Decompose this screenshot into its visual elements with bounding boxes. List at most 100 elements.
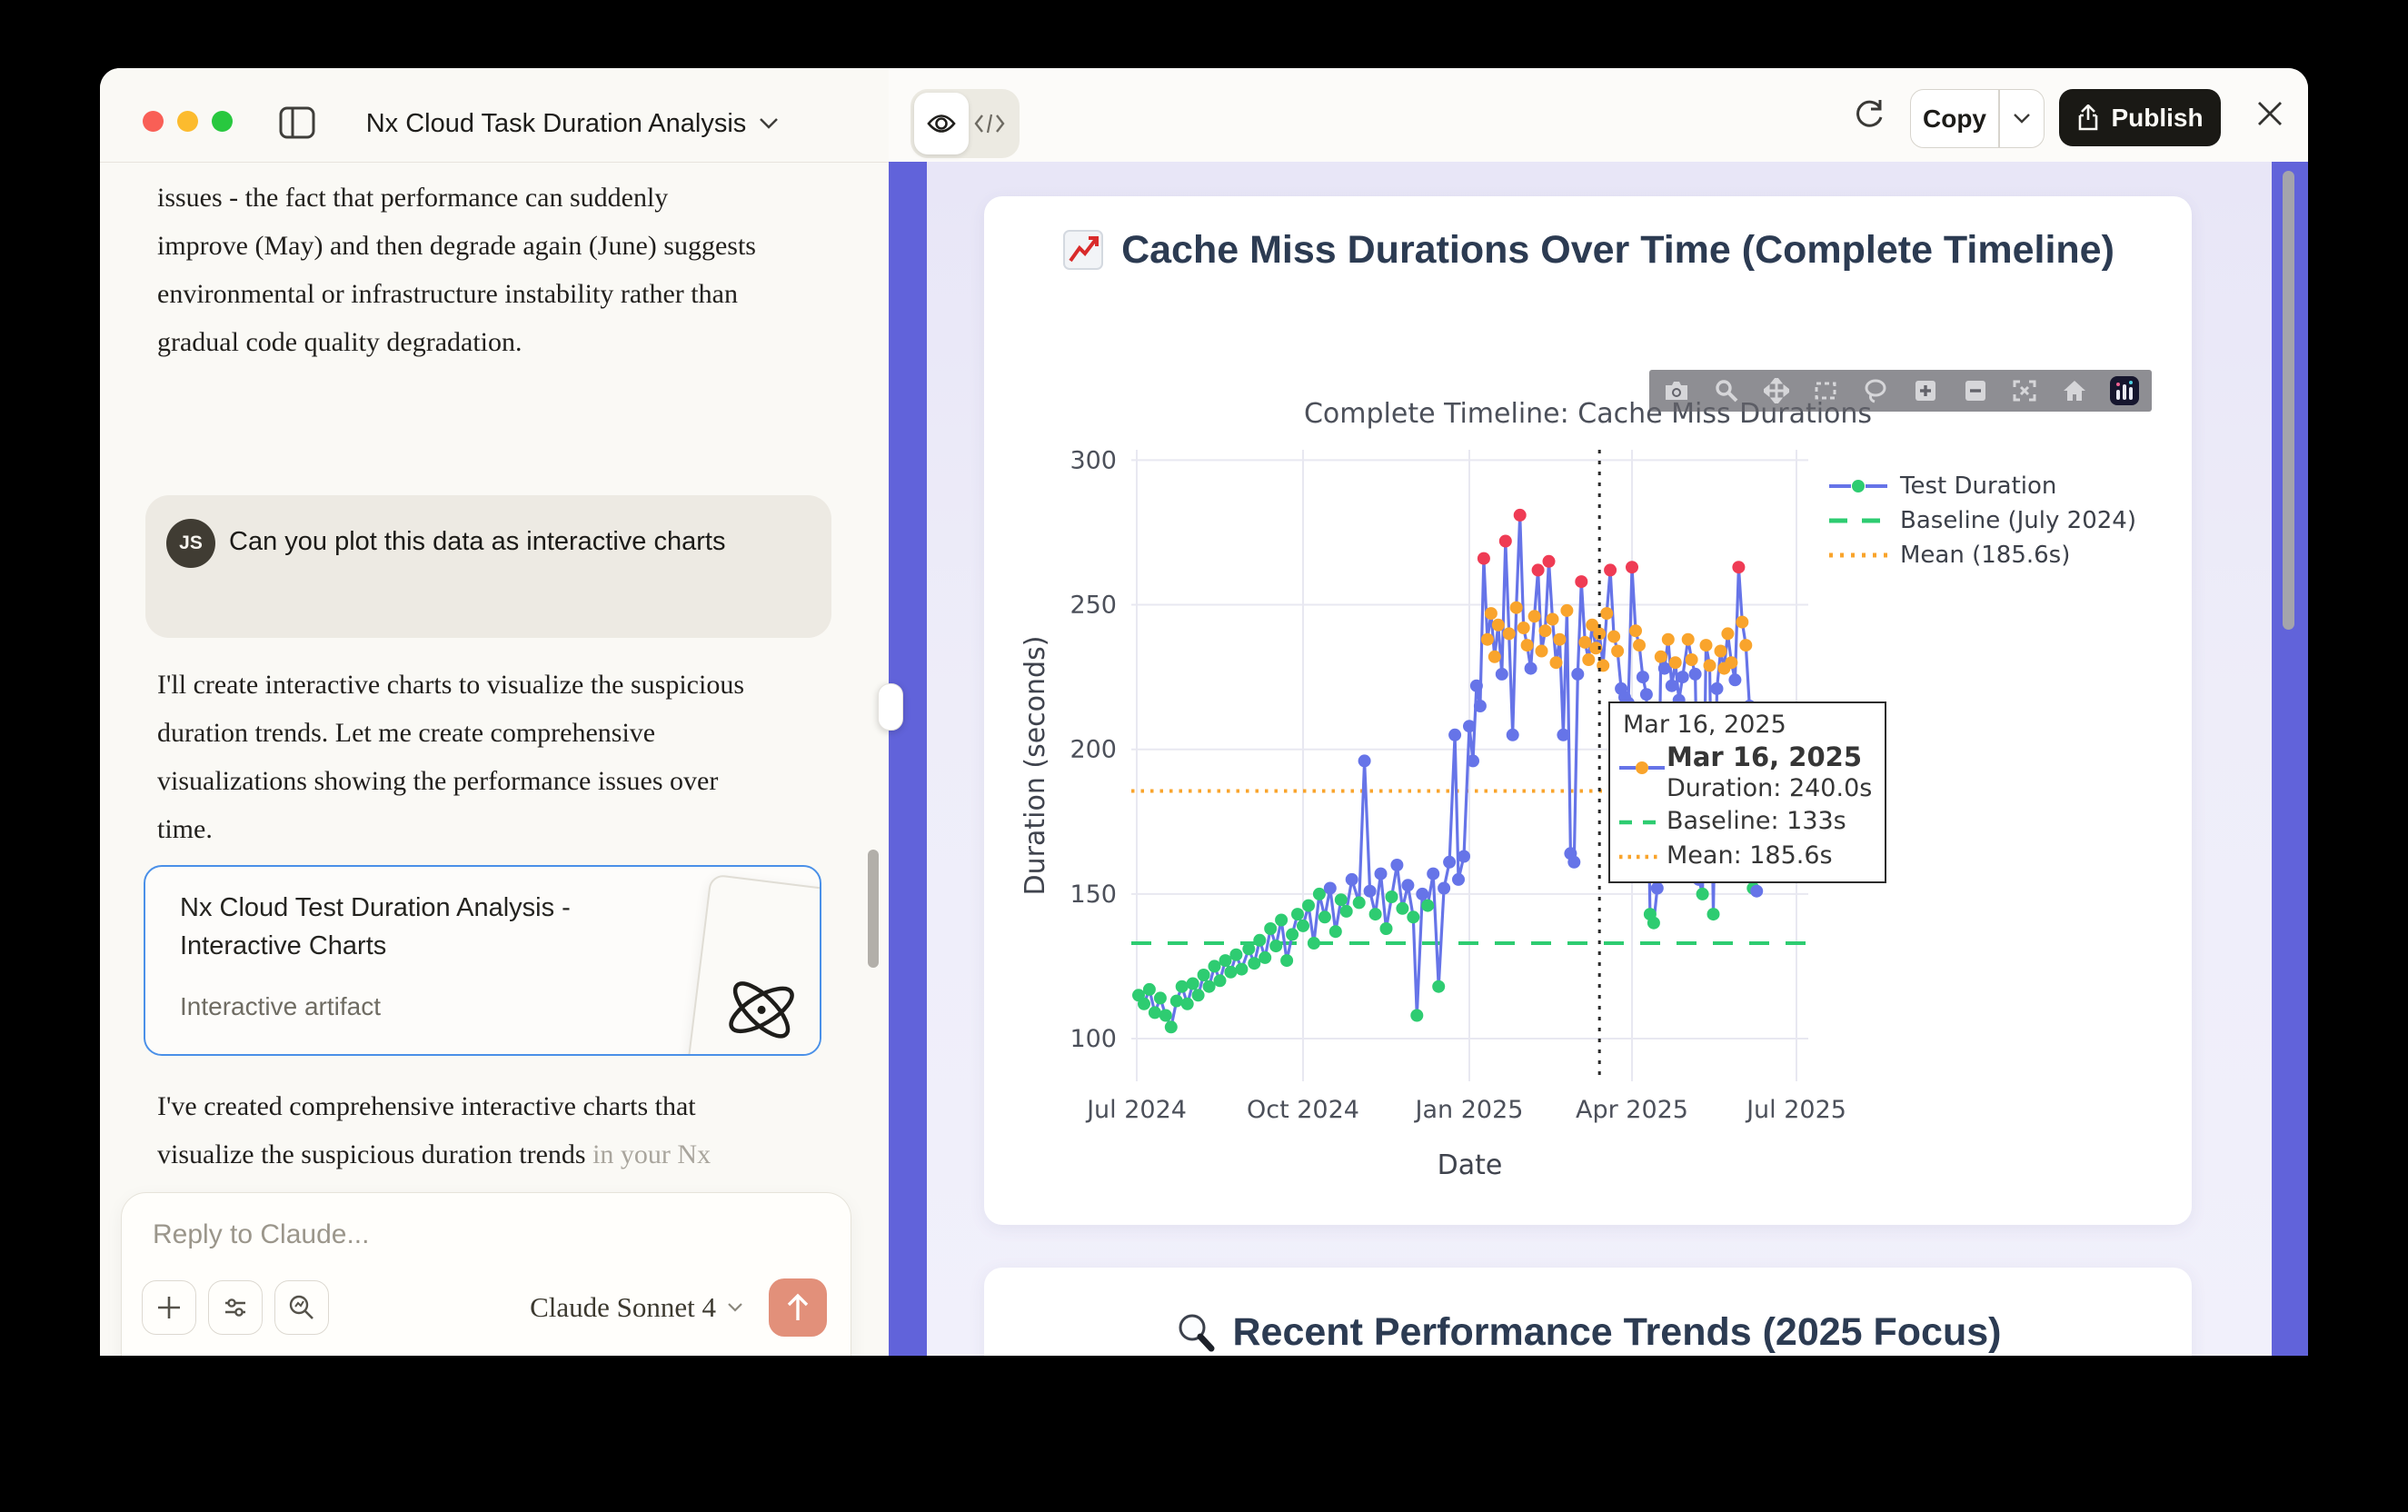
user-message-bubble: JS Can you plot this data as interactive…: [145, 495, 831, 638]
chat-scrollbar[interactable]: [868, 850, 879, 968]
code-icon: [974, 114, 1005, 134]
artifact-preview-card[interactable]: Nx Cloud Test Duration Analysis - Intera…: [144, 865, 821, 1056]
autoscale-icon[interactable]: [2006, 374, 2043, 407]
magnifier-icon: [1179, 1314, 1214, 1352]
tooltip-date: Mar 16, 2025: [1623, 711, 1786, 739]
svg-text:Jul 2025: Jul 2025: [1745, 1096, 1846, 1124]
tooltip-mean: Mean: 185.6s: [1667, 841, 1833, 870]
header-divider: [100, 162, 889, 163]
assistant-paragraph: I'll create interactive charts to visual…: [157, 670, 744, 844]
assistant-paragraph-visible: I've created comprehensive interactive c…: [157, 1091, 696, 1169]
chart-card-title-row: Cache Miss Durations Over Time (Complete…: [984, 196, 2192, 276]
viewport-left-edge: [889, 162, 927, 1356]
svg-text:Date: Date: [1438, 1149, 1503, 1181]
tooltip-date-bold: Mar 16, 2025: [1667, 741, 1863, 772]
tooltip-baseline-icon: [1619, 820, 1659, 825]
box-select-icon[interactable]: [1807, 374, 1844, 407]
reply-composer: Claude Sonnet 4: [121, 1192, 851, 1356]
conversation-title-button[interactable]: Nx Cloud Task Duration Analysis: [318, 101, 827, 146]
chevron-down-icon: [728, 1303, 742, 1312]
sidebar-toggle-button[interactable]: [277, 103, 317, 147]
legend-line-marker-icon: [1829, 480, 1887, 492]
model-selector[interactable]: Claude Sonnet 4: [530, 1291, 743, 1324]
trends-card-title: Recent Performance Trends (2025 Focus): [1232, 1310, 2002, 1354]
svg-text:300: 300: [1070, 446, 1117, 474]
svg-text:250: 250: [1070, 592, 1117, 620]
svg-text:Jan 2025: Jan 2025: [1414, 1096, 1524, 1124]
zoom-in-icon[interactable]: [1907, 374, 1944, 407]
zoom-out-icon[interactable]: [1957, 374, 1994, 407]
lasso-icon[interactable]: [1857, 374, 1894, 407]
copy-separator: [1998, 90, 2000, 147]
copy-dropdown-button[interactable]: [2000, 113, 2045, 124]
artifact-scrollbar[interactable]: [2283, 171, 2294, 630]
tools-button[interactable]: [208, 1280, 263, 1335]
chart-increasing-icon: [1063, 230, 1104, 270]
svg-text:100: 100: [1070, 1025, 1117, 1053]
chart-legend[interactable]: Test Duration Baseline (July 2024) Mean …: [1829, 469, 2174, 572]
svg-text:Duration (seconds): Duration (seconds): [1020, 636, 1051, 896]
reply-input[interactable]: [151, 1219, 718, 1251]
code-toggle-button[interactable]: [967, 93, 1012, 154]
sliders-icon: [225, 1298, 245, 1317]
trends-card: Recent Performance Trends (2025 Focus): [984, 1268, 2192, 1356]
traffic-light-close-icon[interactable]: [143, 111, 164, 132]
refresh-button[interactable]: [1849, 95, 1889, 140]
artifact-card-title: Nx Cloud Test Duration Analysis - Intera…: [180, 893, 571, 960]
artifact-card-subtitle: Interactive artifact: [180, 992, 381, 1020]
copy-button-group: Copy: [1910, 89, 2045, 148]
publish-label: Publish: [2111, 103, 2204, 132]
model-label: Claude Sonnet 4: [530, 1291, 716, 1323]
chevron-down-icon: [2013, 114, 2030, 124]
traffic-light-zoom-icon[interactable]: [212, 111, 233, 132]
reset-axes-home-icon[interactable]: [2056, 374, 2093, 407]
svg-text:Jul 2024: Jul 2024: [1085, 1096, 1187, 1124]
camera-icon[interactable]: [1658, 374, 1695, 407]
research-button[interactable]: [274, 1280, 329, 1335]
chevron-down-icon: [760, 118, 779, 129]
atom-icon: [729, 981, 794, 1039]
svg-text:150: 150: [1070, 880, 1117, 909]
legend-item-test-duration[interactable]: Test Duration: [1829, 469, 2174, 503]
sidebar-icon: [279, 106, 315, 139]
tooltip-duration: Duration: 240.0s: [1667, 774, 1873, 802]
preview-toggle-button[interactable]: [914, 93, 969, 154]
assistant-paragraph: issues - the fact that performance can s…: [157, 183, 756, 357]
plotly-modebar: [1649, 370, 2152, 412]
tooltip-mean-icon: [1619, 854, 1659, 860]
traffic-light-minimize-icon[interactable]: [177, 111, 198, 132]
chat-panel: Nx Cloud Task Duration Analysis issues -…: [100, 68, 889, 1356]
plotly-logo-icon[interactable]: [2106, 374, 2143, 407]
claude-app-window: Nx Cloud Task Duration Analysis issues -…: [100, 68, 2308, 1356]
chart-card-title: Cache Miss Durations Over Time (Complete…: [1121, 228, 2114, 272]
user-avatar: JS: [166, 519, 215, 568]
legend-item-mean[interactable]: Mean (185.6s): [1829, 538, 2174, 572]
user-message-text: Can you plot this data as interactive ch…: [229, 527, 726, 556]
eye-icon: [927, 114, 956, 133]
chart-tooltip: Mar 16, 2025 Mar 16, 2025 Duration: 240.…: [1608, 701, 1886, 883]
plus-icon: [158, 1297, 180, 1318]
close-artifact-button[interactable]: [2252, 95, 2288, 136]
svg-text:200: 200: [1070, 736, 1117, 764]
publish-button[interactable]: Publish: [2059, 89, 2221, 146]
legend-item-baseline[interactable]: Baseline (July 2024): [1829, 503, 2174, 538]
arrow-up-icon: [787, 1293, 809, 1320]
send-button[interactable]: [769, 1278, 827, 1337]
panel-resize-handle[interactable]: [878, 683, 903, 731]
tooltip-baseline: Baseline: 133s: [1667, 807, 1846, 835]
search-trend-icon: [289, 1295, 313, 1319]
share-icon: [2079, 104, 2098, 130]
chart-card: Cache Miss Durations Over Time (Complete…: [984, 196, 2192, 1225]
preview-code-toggle: [910, 89, 1020, 158]
legend-label: Mean (185.6s): [1900, 542, 2071, 569]
svg-text:Oct 2024: Oct 2024: [1247, 1096, 1359, 1124]
copy-button[interactable]: Copy: [1923, 104, 1986, 133]
legend-dash-icon: [1829, 518, 1887, 523]
pan-icon[interactable]: [1758, 374, 1795, 407]
zoom-icon[interactable]: [1708, 374, 1745, 407]
attach-button[interactable]: [142, 1280, 196, 1335]
svg-text:Apr 2025: Apr 2025: [1576, 1096, 1688, 1124]
timeline-chart-svg[interactable]: Jul 2024 Oct 2024 Jan 2025 Apr 2025 Jul 2025…: [984, 418, 2192, 1218]
legend-label: Test Duration: [1900, 472, 2057, 500]
refresh-icon: [1856, 100, 1883, 127]
